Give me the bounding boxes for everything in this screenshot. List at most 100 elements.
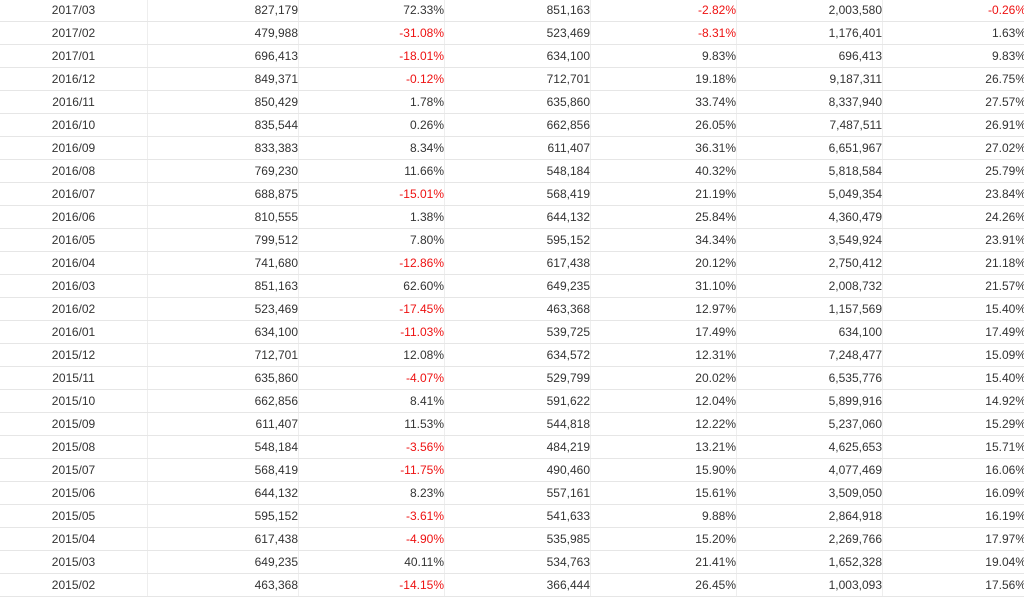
- month-cell: 2016/09: [0, 136, 148, 160]
- month-cell: 2015/12: [0, 343, 148, 367]
- change-b-cell: -8.31%: [590, 21, 737, 45]
- change-b-cell: 9.88%: [590, 504, 737, 528]
- value-b-cell: 529,799: [444, 366, 591, 390]
- change-a-cell: 1.78%: [298, 90, 445, 114]
- table-row: 2015/11 635,860 -4.07% 529,799 20.02% 6,535,7…: [0, 366, 1024, 390]
- month-cell: 2015/04: [0, 527, 148, 551]
- cumulative-change-cell: 15.40%: [882, 297, 1024, 321]
- value-a-cell: 617,438: [147, 527, 299, 551]
- cumulative-cell: 1,176,401: [736, 21, 883, 45]
- cumulative-change-cell: 23.91%: [882, 228, 1024, 252]
- cumulative-cell: 2,864,918: [736, 504, 883, 528]
- table-row: 2016/01 634,100 -11.03% 539,725 17.49% 634,10…: [0, 320, 1024, 344]
- table-row: 2016/03 851,163 62.60% 649,235 31.10% 2,008,7…: [0, 274, 1024, 298]
- table-row: 2016/12 849,371 -0.12% 712,701 19.18% 9,187,3…: [0, 67, 1024, 91]
- month-cell: 2017/01: [0, 44, 148, 68]
- change-b-cell: 21.41%: [590, 550, 737, 574]
- value-b-cell: 463,368: [444, 297, 591, 321]
- cumulative-cell: 1,003,093: [736, 573, 883, 597]
- cumulative-change-cell: 15.29%: [882, 412, 1024, 436]
- cumulative-cell: 3,549,924: [736, 228, 883, 252]
- change-a-cell: 8.41%: [298, 389, 445, 413]
- value-b-cell: 366,444: [444, 573, 591, 597]
- cumulative-cell: 5,237,060: [736, 412, 883, 436]
- cumulative-change-cell: 27.57%: [882, 90, 1024, 114]
- change-a-cell: -17.45%: [298, 297, 445, 321]
- change-a-cell: 0.26%: [298, 113, 445, 137]
- value-b-cell: 484,219: [444, 435, 591, 459]
- value-b-cell: 617,438: [444, 251, 591, 275]
- change-a-cell: 40.11%: [298, 550, 445, 574]
- value-a-cell: 523,469: [147, 297, 299, 321]
- cumulative-change-cell: 16.09%: [882, 481, 1024, 505]
- cumulative-cell: 3,509,050: [736, 481, 883, 505]
- value-b-cell: 644,132: [444, 205, 591, 229]
- change-a-cell: 11.66%: [298, 159, 445, 183]
- value-b-cell: 544,818: [444, 412, 591, 436]
- table-row: 2016/09 833,383 8.34% 611,407 36.31% 6,651,96…: [0, 136, 1024, 160]
- table-row: 2017/03 827,179 72.33% 851,163 -2.82% 2,003,5…: [0, 0, 1024, 22]
- change-a-cell: -15.01%: [298, 182, 445, 206]
- change-b-cell: 13.21%: [590, 435, 737, 459]
- change-a-cell: -3.61%: [298, 504, 445, 528]
- value-a-cell: 548,184: [147, 435, 299, 459]
- value-a-cell: 769,230: [147, 159, 299, 183]
- value-a-cell: 644,132: [147, 481, 299, 505]
- value-a-cell: 741,680: [147, 251, 299, 275]
- value-b-cell: 635,860: [444, 90, 591, 114]
- change-a-cell: -31.08%: [298, 21, 445, 45]
- value-b-cell: 591,622: [444, 389, 591, 413]
- cumulative-change-cell: 14.92%: [882, 389, 1024, 413]
- value-a-cell: 833,383: [147, 136, 299, 160]
- cumulative-change-cell: 21.18%: [882, 251, 1024, 275]
- value-b-cell: 541,633: [444, 504, 591, 528]
- month-cell: 2016/05: [0, 228, 148, 252]
- cumulative-change-cell: 26.91%: [882, 113, 1024, 137]
- month-cell: 2016/10: [0, 113, 148, 137]
- change-b-cell: 9.83%: [590, 44, 737, 68]
- change-b-cell: 17.49%: [590, 320, 737, 344]
- value-a-cell: 688,875: [147, 182, 299, 206]
- change-b-cell: 20.02%: [590, 366, 737, 390]
- value-a-cell: 851,163: [147, 274, 299, 298]
- cumulative-change-cell: 24.26%: [882, 205, 1024, 229]
- value-b-cell: 634,572: [444, 343, 591, 367]
- table-row: 2015/07 568,419 -11.75% 490,460 15.90% 4,077,…: [0, 458, 1024, 482]
- change-b-cell: 20.12%: [590, 251, 737, 275]
- cumulative-change-cell: 15.71%: [882, 435, 1024, 459]
- value-b-cell: 534,763: [444, 550, 591, 574]
- month-cell: 2016/04: [0, 251, 148, 275]
- change-b-cell: 26.05%: [590, 113, 737, 137]
- value-a-cell: 635,860: [147, 366, 299, 390]
- change-a-cell: 12.08%: [298, 343, 445, 367]
- cumulative-cell: 8,337,940: [736, 90, 883, 114]
- change-a-cell: -3.56%: [298, 435, 445, 459]
- month-cell: 2015/08: [0, 435, 148, 459]
- cumulative-cell: 2,750,412: [736, 251, 883, 275]
- cumulative-cell: 6,651,967: [736, 136, 883, 160]
- change-a-cell: -4.07%: [298, 366, 445, 390]
- change-a-cell: -14.15%: [298, 573, 445, 597]
- change-a-cell: -4.90%: [298, 527, 445, 551]
- cumulative-change-cell: 1.63%: [882, 21, 1024, 45]
- month-cell: 2015/07: [0, 458, 148, 482]
- cumulative-cell: 5,049,354: [736, 182, 883, 206]
- cumulative-cell: 6,535,776: [736, 366, 883, 390]
- cumulative-cell: 5,899,916: [736, 389, 883, 413]
- value-b-cell: 851,163: [444, 0, 591, 22]
- month-cell: 2015/09: [0, 412, 148, 436]
- change-a-cell: 1.38%: [298, 205, 445, 229]
- change-a-cell: 72.33%: [298, 0, 445, 22]
- table-row: 2015/05 595,152 -3.61% 541,633 9.88% 2,864,91…: [0, 504, 1024, 528]
- value-b-cell: 634,100: [444, 44, 591, 68]
- table-row: 2017/02 479,988 -31.08% 523,469 -8.31% 1,176,…: [0, 21, 1024, 45]
- change-a-cell: 8.34%: [298, 136, 445, 160]
- cumulative-change-cell: 9.83%: [882, 44, 1024, 68]
- change-b-cell: 12.22%: [590, 412, 737, 436]
- table-row: 2016/05 799,512 7.80% 595,152 34.34% 3,549,92…: [0, 228, 1024, 252]
- change-b-cell: 12.31%: [590, 343, 737, 367]
- cumulative-change-cell: 23.84%: [882, 182, 1024, 206]
- cumulative-cell: 4,077,469: [736, 458, 883, 482]
- month-cell: 2016/02: [0, 297, 148, 321]
